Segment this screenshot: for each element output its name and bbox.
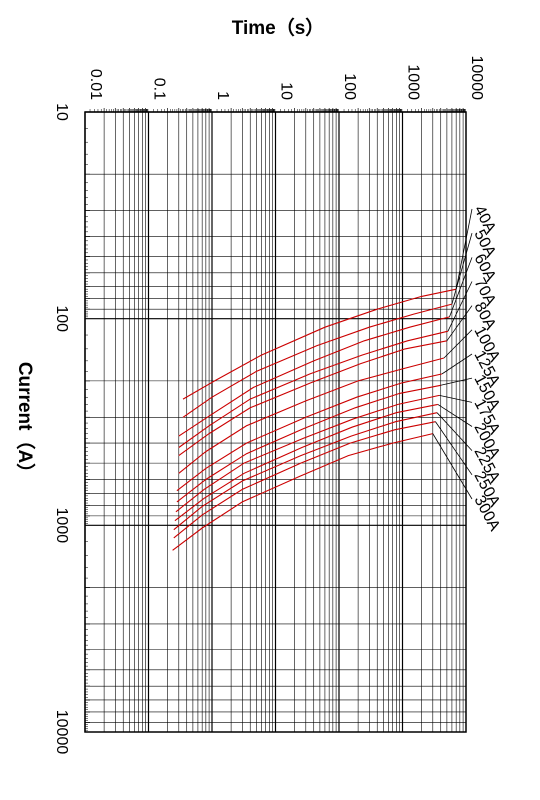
y-axis-title: Time（s） [232,16,325,39]
curve-40A [182,288,457,400]
leader-225A [436,412,473,451]
leader-70A [447,281,473,332]
leader-40A [455,208,473,290]
series-labels: 40A50A60A70A80A100A125A150A175A200A225A2… [470,203,503,534]
leader-150A [440,377,473,386]
time-axis-ticks [89,108,466,112]
curve-60A [178,316,450,437]
curve-100A [178,357,445,474]
current-tick-label: 100 [53,305,70,332]
curve-125A [176,373,443,492]
curve-70A [178,330,449,448]
leader-125A [441,353,473,375]
time-tick-label: 10 [278,82,295,100]
current-tick-label: 10000 [53,710,70,755]
leader-lines [432,208,473,500]
time-tick-label: 0.01 [87,69,104,100]
time-tick-label: 0.1 [151,78,168,100]
curve-50A [182,303,453,418]
curve-80A [178,340,448,457]
curve-200A [174,403,438,522]
leader-100A [443,329,473,359]
leader-200A [437,404,473,427]
current-tick-label: 10 [53,103,70,121]
plot-border [84,111,467,733]
time-tick-label: 1 [214,91,231,100]
curves [172,288,457,551]
curve-250A [173,421,436,539]
curve-225A [173,412,438,531]
leader-175A [439,394,473,403]
current-tick-label: 1000 [53,508,70,544]
tick-labels: 0.01 0.1 1 10 100 1000 10000 10 100 1000 10000 [53,56,485,755]
time-tick-label: 10000 [468,56,485,101]
leader-250A [435,421,473,476]
time-tick-label: 100 [341,73,358,100]
current-axis-ticks [85,128,90,731]
leader-60A [449,257,473,317]
curve-175A [175,394,440,513]
curve-300A [172,433,433,551]
x-axis-title: Current（A） [14,362,37,482]
leader-50A [451,233,473,305]
curve-150A [176,384,441,503]
leader-80A [446,305,473,342]
time-tick-label: 1000 [405,64,422,100]
leader-300A [432,433,473,500]
